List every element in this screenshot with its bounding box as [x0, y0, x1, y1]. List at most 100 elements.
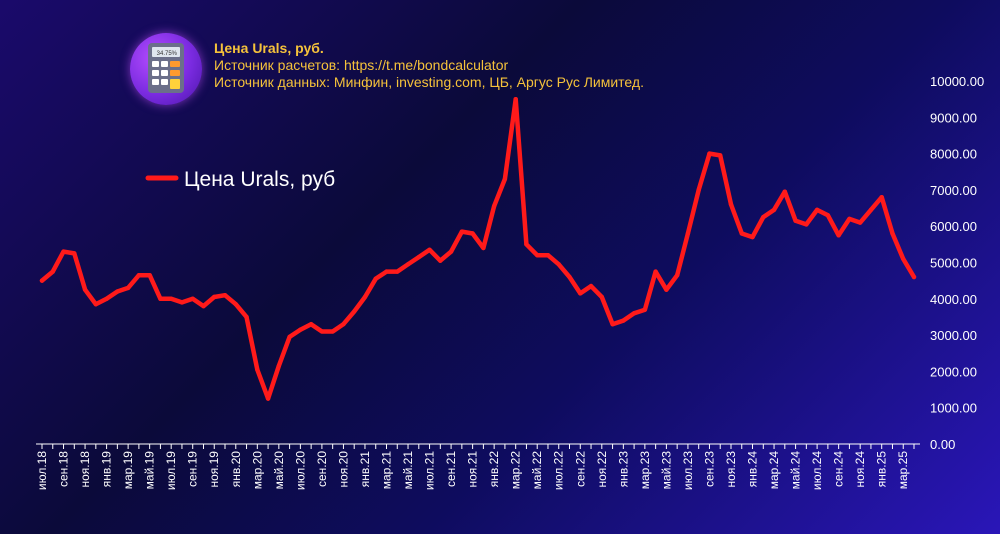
x-tick-label: янв.22: [487, 451, 501, 488]
data-point: [901, 256, 906, 262]
data-point: [416, 254, 421, 260]
x-tick-label: июл.24: [810, 451, 824, 490]
data-point: [147, 273, 152, 278]
x-tick-label: июл.18: [35, 451, 49, 490]
y-tick-label: 8000.00: [930, 147, 977, 162]
x-tick-label: ноя.22: [595, 451, 609, 488]
data-point: [879, 194, 884, 200]
data-point: [362, 294, 368, 300]
x-tick-label: мар.21: [379, 451, 393, 490]
x-tick-label: янв.23: [616, 451, 630, 488]
data-point: [351, 309, 357, 314]
x-tick-label: ноя.21: [466, 451, 480, 488]
data-point: [524, 242, 529, 247]
x-tick-label: ноя.23: [724, 451, 738, 488]
data-point: [588, 283, 594, 289]
data-point: [276, 363, 282, 369]
data-point: [664, 287, 669, 292]
y-tick-label: 10000.00: [930, 74, 984, 89]
data-point: [190, 296, 195, 301]
x-tick-label: май.22: [530, 451, 544, 490]
data-point: [459, 229, 465, 234]
data-point: [255, 367, 260, 372]
data-point: [890, 231, 895, 236]
data-point: [750, 234, 755, 240]
data-point: [373, 276, 378, 282]
data-point: [330, 329, 335, 334]
calculator-logo: 34.75%: [130, 33, 202, 105]
y-tick-label: 1000.00: [930, 401, 977, 416]
data-point: [653, 269, 658, 274]
data-point: [621, 318, 626, 323]
data-point: [718, 153, 723, 158]
data-point: [405, 262, 411, 267]
data-point: [93, 302, 99, 307]
data-point: [535, 253, 540, 258]
data-point: [610, 322, 615, 327]
data-point: [319, 329, 325, 334]
x-tick-label: янв.21: [358, 451, 372, 488]
x-tick-label: мар.23: [638, 451, 652, 490]
data-point: [911, 274, 917, 280]
data-point: [233, 302, 238, 307]
data-point: [513, 96, 518, 102]
x-tick-label: июл.23: [681, 451, 695, 490]
data-point: [168, 296, 174, 301]
data-point: [491, 204, 497, 209]
data-point: [341, 322, 346, 327]
x-tick-label: янв.25: [875, 451, 889, 488]
chart-title: Цена Urals, руб.: [214, 40, 324, 56]
y-axis: 0.00 1000.00 2000.00 3000.00 4000.00 5000.00 6…: [930, 74, 984, 452]
x-tick-label: мар.19: [121, 451, 135, 490]
data-point: [771, 207, 777, 213]
x-tick-label: май.19: [143, 451, 157, 490]
x-tick-label: янв.20: [229, 451, 243, 488]
y-tick-label: 4000.00: [930, 292, 977, 307]
data-point: [39, 278, 45, 283]
source-data-note: Источник данных: Минфин, investing.com, …: [214, 74, 644, 90]
data-point: [212, 294, 217, 300]
x-tick-label: мар.20: [250, 451, 264, 490]
data-point: [578, 291, 583, 296]
data-point: [179, 300, 185, 305]
data-point: [308, 322, 314, 327]
data-point: [728, 202, 734, 207]
x-tick-label: май.23: [659, 451, 673, 490]
x-tick-label: сен.19: [186, 451, 200, 487]
data-point: [868, 207, 874, 213]
x-tick-label: сен.18: [57, 451, 71, 487]
data-point: [448, 249, 454, 254]
data-point: [761, 214, 766, 220]
data-point: [739, 231, 744, 236]
x-tick-label: июл.21: [423, 451, 437, 490]
data-point: [556, 262, 561, 267]
x-tick-label: сен.23: [702, 451, 716, 487]
x-tick-label: сен.24: [832, 451, 846, 487]
legend: Цена Urals, руб: [145, 168, 335, 191]
calculator-icon: 34.75%: [148, 43, 184, 93]
data-point: [427, 247, 432, 252]
data-point: [567, 274, 572, 280]
data-point: [545, 253, 551, 258]
data-point: [82, 287, 88, 292]
y-tick-label: 7000.00: [930, 183, 977, 198]
x-tick-label: сен.22: [573, 451, 587, 487]
data-point: [825, 213, 831, 218]
x-axis: июл.18 сен.18 ноя.18 янв.19 мар.19 май.19 июл.…: [35, 443, 920, 490]
series-line-0: [39, 96, 917, 401]
data-point: [707, 151, 712, 156]
data-point: [631, 311, 637, 316]
data-point: [782, 189, 788, 194]
x-tick-label: сен.21: [444, 451, 458, 487]
chart-header: Цена Urals, руб. Источник расчетов: http…: [214, 40, 644, 91]
y-tick-label: 2000.00: [930, 364, 977, 379]
data-point: [50, 269, 55, 274]
x-tick-label: ноя.24: [853, 451, 867, 488]
data-point: [125, 285, 131, 291]
data-point: [857, 220, 863, 225]
y-tick-label: 6000.00: [930, 219, 977, 234]
data-point: [158, 296, 163, 301]
data-point: [384, 269, 389, 274]
data-point: [438, 258, 443, 263]
data-point: [696, 187, 701, 193]
